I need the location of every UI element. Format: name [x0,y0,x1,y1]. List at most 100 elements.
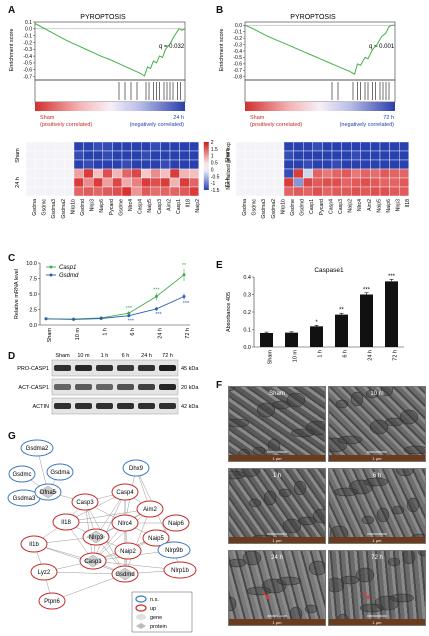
heatmap-a-gene-label: Gsdma3 [51,199,57,219]
heatmap-b-cell [379,177,390,188]
em-mitochondrion [329,577,345,593]
network-node-ring [71,493,99,511]
gsea-b-ytick-label: -0.2 [233,36,242,42]
heatmap-b-cell [350,159,361,170]
heatmap-a-gene-label: Casp1 [176,199,182,214]
em-mitochondrion [406,497,420,513]
network-node-gsdma2: Gsdma2 [20,439,54,457]
gsea-b-ylabel: Enrichment score [219,29,225,72]
panel-label-g: G [8,431,16,442]
western-membrane [51,378,179,396]
heatmap-a-legend-label: Normalized gene exp [226,142,232,189]
heatmap-b-cell [341,150,352,161]
bar-e-sig: * [315,320,318,326]
heatmap-a-cell [64,141,75,152]
heatmap-b-cell [389,168,400,179]
network-node-lyz2: Lyz2 [30,563,58,581]
line-c-ylabel: Relative mRNA level [14,269,20,319]
network-node-label: Nlrp9b [165,548,183,554]
heatmap-a-cell [73,159,84,170]
heatmap-b-cell [370,141,381,152]
network-node-label: Naip2 [120,549,136,555]
network-node-label: Gsdma [50,470,70,476]
gsea-b-ytick-label: -0.5 [233,55,242,61]
network-legend-ns-swatch [135,595,147,603]
gsea-a-rank-bar [35,102,185,111]
em-mitochondrion [267,438,281,454]
heatmap-a-cell [131,177,142,188]
em-arrowhead [365,595,370,600]
heatmap-a-cell [92,168,103,179]
heatmap-a-cell [131,141,142,152]
heatmap-b-cell [331,186,342,197]
heatmap-a-cell [140,141,151,152]
heatmap-b-cell [322,141,333,152]
heatmap-a-cell [64,177,75,188]
gsea-b-ytick-label: 0.0 [235,23,242,29]
network-node-ring [111,514,139,532]
western-band [75,384,92,390]
bar-e-ytick-label: 0.3 [243,293,251,299]
heatmap-a-cell [121,150,132,161]
heatmap-b-cell [274,186,285,197]
network-node-casp3: Casp3 [71,493,99,511]
em-mitochondrion [355,567,375,583]
bar-e-bar [310,326,323,347]
heatmap-a-gene-label: Nlrp3 [90,199,96,212]
em-overlay: 6 h 1 μm [329,469,425,543]
network-g: Gsdma2 Gsdmc Gsdma Gsdma3 Dfna5 Dhx9 Casp4 Casp… [7,439,197,633]
western-band [159,403,176,409]
gsea-plot-b: PYROPTOSIS Enrichment score q = 0.001 0.… [219,14,396,128]
heatmap-a-cell [160,186,171,197]
western-lane-label: 72 h [162,353,173,359]
gsea-b-rank-bar [245,102,395,111]
network-node-label: Casp1 [84,559,102,565]
em-mitochondrion [403,445,425,455]
heatmap-a-cell [140,177,151,188]
line-c-point [72,317,76,321]
heatmap-a-gene-label: Gsdma [32,199,38,216]
network-legend-protein-swatch [136,623,146,629]
heatmap-a-cell [35,159,46,170]
heatmap-a-cell [45,150,56,161]
heatmap-a-cell [45,186,56,197]
heatmap-b-cell [360,186,371,197]
heatmap-b-gene-label: Casp1 [309,199,315,214]
em-mitochondrion [374,595,400,611]
network-node-label: Dhx9 [129,466,144,472]
network-legend-gene: gene [150,615,162,621]
gsea-b-left-sub: (positively correlated) [250,122,302,128]
network-node-gsdmd: Gsdmd [111,565,139,583]
heatmap-a-cell [121,177,132,188]
network-node-ring [136,500,164,518]
em-mitochondrion [290,428,316,438]
heatmap-b-gene-label: Aim2 [367,199,373,211]
heatmap-a-cell [64,150,75,161]
heatmap-a-cell [102,150,113,161]
heatmap-b-cell [379,186,390,197]
heatmap-a-legend-tick: -1.5 [211,188,220,194]
western-band [54,384,71,390]
heatmap-a-cell [169,150,180,161]
gsea-b-yticks: 0.0-0.1-0.2-0.3-0.4-0.5-0.6-0.7-0.8 [233,23,245,81]
heatmap-a-cell [92,159,103,170]
heatmap-b-cell [302,168,313,179]
gsea-b-right-sub: (negatively correlated) [340,122,395,128]
em-scale-label: 1 μm [373,538,383,543]
em-overlay: 24 h 1 μm [229,551,325,625]
heatmap-a-cell [150,186,161,197]
heatmap-a-cell [188,177,199,188]
gsea-a-right-sub: (negatively correlated) [130,122,185,128]
heatmap-b-cell [255,150,266,161]
em-scale-label: 1 μm [373,620,383,625]
em-scale-label: 1 μm [273,620,283,625]
heatmap-b: Sham 72 h Gsdma Gsdmc Gsdma3 Gsdma2 Nlrp1b Gsdm… [225,141,411,219]
gsea-b-hits [331,82,390,100]
heatmap-b-cell [398,186,409,197]
em-mitochondrion [252,446,266,456]
heatmap-b-gene-label: Nlrp3 [396,199,402,212]
bar-e-xtick-label: 6 h [343,350,349,358]
em-scale-label: 1 μm [373,456,383,461]
line-c-sig: *** [128,318,135,324]
heatmap-b-cell [264,177,275,188]
